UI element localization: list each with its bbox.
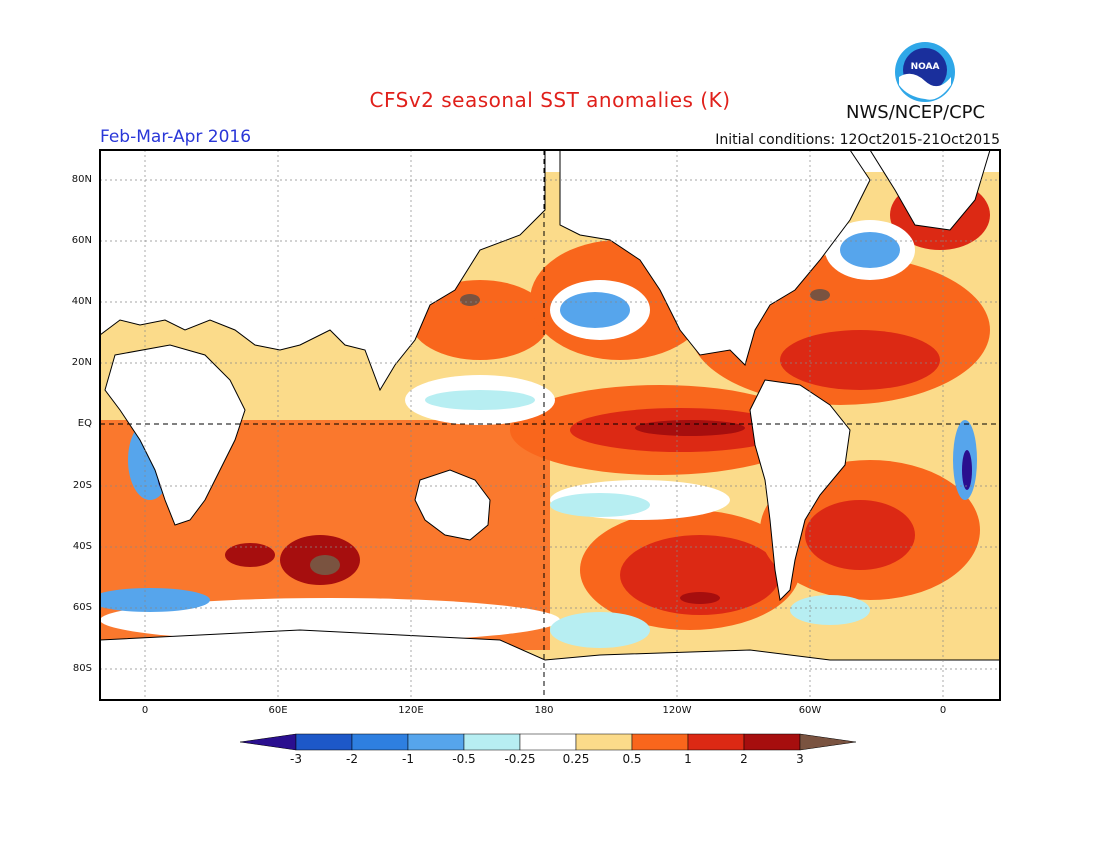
lon-label-60w: 60W	[798, 705, 822, 716]
colorbar-segment	[631, 733, 689, 751]
colorbar-segment	[295, 733, 353, 751]
colorbar-segment	[351, 733, 409, 751]
lat-label-40s: 40S	[72, 541, 92, 552]
colorbar-tick-label: -1	[402, 752, 414, 766]
lat-label-20n: 20N	[71, 357, 92, 368]
lon-label-180: 180	[534, 705, 554, 716]
colorbar-tick-label: 3	[796, 752, 804, 766]
lon-label-0: 0	[141, 705, 149, 716]
colorbar-arrow-high	[799, 733, 857, 751]
lon-label-0-east: 0	[939, 705, 947, 716]
colorbar-tick-label: -0.5	[452, 752, 476, 766]
agency-label: NWS/NCEP/CPC	[846, 102, 986, 123]
colorbar-segment	[519, 733, 577, 751]
colorbar-tick-label: 2	[740, 752, 748, 766]
lat-label-60n: 60N	[71, 235, 92, 246]
colorbar-arrow-low	[239, 733, 297, 751]
lat-label-60s: 60S	[72, 602, 92, 613]
forecast-period: Feb-Mar-Apr 2016	[100, 127, 252, 147]
map-frame	[99, 149, 1001, 701]
lat-label-20s: 20S	[72, 480, 92, 491]
australia-land	[414, 469, 491, 541]
lat-label-80s: 80S	[72, 663, 92, 674]
eurasia-land	[100, 150, 546, 392]
lon-label-60e: 60E	[268, 705, 288, 716]
lon-label-120e: 120E	[398, 705, 424, 716]
colorbar-tick-label: -2	[346, 752, 358, 766]
lon-label-120w: 120W	[662, 705, 692, 716]
africa-land	[104, 344, 246, 526]
antarctica-land	[100, 629, 1000, 700]
colorbar-tick-label: 0.25	[562, 752, 590, 766]
logo-text: NOAA	[911, 62, 940, 72]
colorbar	[239, 733, 857, 751]
colorbar-tick-label: 1	[684, 752, 692, 766]
greenland-land	[869, 150, 991, 231]
colorbar-tick-label: -3	[290, 752, 302, 766]
lat-label-40n: 40N	[71, 296, 92, 307]
grid-lines	[100, 150, 1000, 700]
lat-label-80n: 80N	[71, 174, 92, 185]
chart-title: CFSv2 seasonal SST anomalies (K)	[369, 88, 731, 112]
north-america-land	[559, 150, 871, 366]
initial-conditions: Initial conditions: 12Oct2015-21Oct2015	[715, 132, 1000, 148]
colorbar-segment	[463, 733, 521, 751]
colorbar-tick-label: -0.25	[504, 752, 536, 766]
colorbar-tick-label: 0.5	[622, 752, 642, 766]
noaa-logo: NOAA	[894, 41, 956, 103]
continents	[100, 150, 1000, 700]
colorbar-segment	[575, 733, 633, 751]
colorbar-segment	[743, 733, 801, 751]
colorbar-segment	[687, 733, 745, 751]
lat-label-eq: EQ	[77, 418, 92, 429]
south-america-land	[749, 379, 851, 602]
colorbar-segment	[407, 733, 465, 751]
